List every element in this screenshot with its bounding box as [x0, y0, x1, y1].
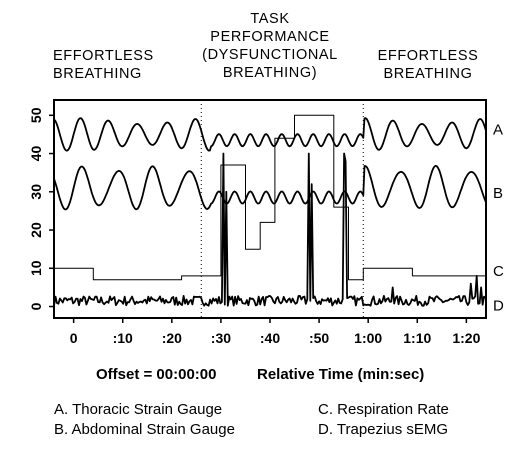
- header-left: EFFORTLESS BREATHING: [53, 47, 154, 83]
- x-tick-label-30: :30: [211, 330, 231, 346]
- legend-d: D. Trapezius sEMG: [318, 421, 449, 438]
- plot-frame: [53, 99, 487, 319]
- x-tick-label-0: 0: [70, 330, 78, 346]
- header-right-line1: EFFORTLESS: [377, 48, 479, 64]
- header-middle-line4: BREATHING): [222, 65, 318, 81]
- legend-b: B. Abdominal Strain Gauge: [54, 421, 235, 438]
- x-tick-label-70: 1:10: [403, 330, 431, 346]
- x-tick-label-60: 1:00: [354, 330, 382, 346]
- legend-a: A. Thoracic Strain Gauge: [54, 401, 223, 418]
- x-axis-title: Relative Time (min:sec): [257, 366, 425, 383]
- y-tick-label-20: 20: [28, 222, 44, 238]
- legend-c: C. Respiration Rate: [318, 401, 449, 418]
- series-line-B: [53, 164, 487, 211]
- header-left-line2: BREATHING: [53, 66, 142, 82]
- x-tick-label-80: 1:20: [452, 330, 480, 346]
- header-middle-line1: TASK: [250, 11, 290, 27]
- header-right-line2: BREATHING: [383, 66, 473, 82]
- series-label-A: A: [493, 122, 503, 139]
- series-label-C: C: [493, 263, 504, 280]
- header-left-line1: EFFORTLESS: [53, 48, 154, 64]
- y-tick-label-0: 0: [28, 302, 44, 310]
- x-tick-label-50: :50: [309, 330, 329, 346]
- series-line-C: [54, 114, 486, 281]
- x-tick-label-10: :10: [113, 330, 133, 346]
- series-label-D: D: [493, 298, 504, 315]
- x-tick-label-20: :20: [162, 330, 182, 346]
- x-tick-label-40: :40: [260, 330, 280, 346]
- series-label-B: B: [493, 185, 503, 202]
- y-tick-label-10: 10: [28, 260, 44, 276]
- series-line-D: [53, 152, 487, 307]
- y-tick-label-50: 50: [28, 107, 44, 123]
- series-line-A: [53, 117, 487, 152]
- y-tick-label-40: 40: [28, 146, 44, 162]
- header-middle-line3: (DYSFUNCTIONAL: [202, 47, 338, 63]
- plot-area: 0 10 20 30 40 50 0 :10 :20 :30 :40 :50 1:00 1:10 1:20 A…: [28, 99, 504, 346]
- header-middle: TASK PERFORMANCE (DYSFUNCTIONAL BREATHIN…: [170, 10, 370, 82]
- y-tick-label-30: 30: [28, 184, 44, 200]
- header-right: EFFORTLESS BREATHING: [372, 47, 484, 83]
- offset-label: Offset = 00:00:00: [96, 366, 217, 383]
- header-middle-line2: PERFORMANCE: [210, 29, 330, 45]
